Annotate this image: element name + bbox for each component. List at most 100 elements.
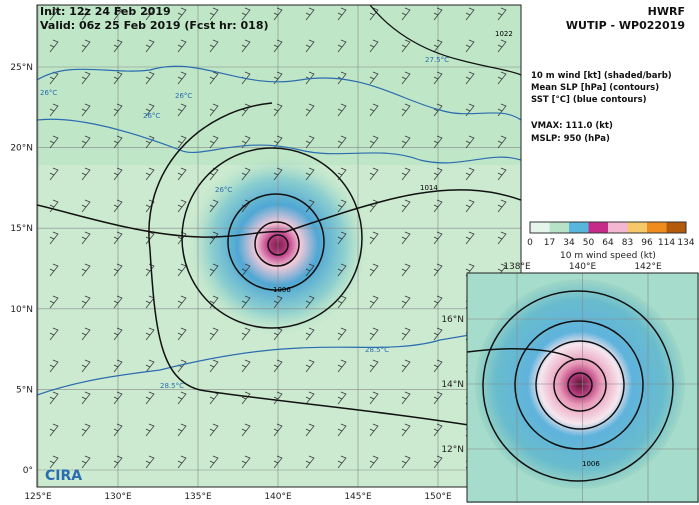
- wind-barb: [337, 295, 347, 309]
- wind-barb: [497, 199, 507, 213]
- wind-barb: [337, 231, 347, 245]
- wind-barb: [209, 295, 219, 309]
- legend-line: 10 m wind [kt] (shaded/barb): [531, 71, 672, 81]
- wind-barb: [305, 295, 315, 309]
- lat-label: 25°N: [10, 63, 33, 73]
- sst-contour: [37, 65, 521, 121]
- wind-barb: [81, 135, 91, 149]
- main-frame: [36, 4, 522, 488]
- wind-barb: [177, 455, 187, 469]
- slp-contour: [148, 102, 501, 431]
- wind-barb: [369, 71, 379, 85]
- colorbar-tick: 0: [527, 238, 533, 248]
- wind-barb: [145, 391, 155, 405]
- slp-contour: [514, 320, 644, 450]
- contour-label: 1006: [582, 460, 600, 468]
- wind-barb: [209, 455, 219, 469]
- wind-barb: [81, 167, 91, 181]
- wind-barb: [273, 167, 283, 181]
- wind-barb: [81, 455, 91, 469]
- wind-barb: [209, 7, 219, 21]
- lat-label: 5°N: [16, 385, 33, 395]
- lat-label: 14°N: [441, 380, 464, 390]
- wind-barb: [49, 103, 59, 117]
- wind-barb: [241, 455, 251, 469]
- colorbar-tick: 17: [544, 238, 555, 248]
- lat-label: 20°N: [10, 144, 33, 154]
- wind-barb: [369, 455, 379, 469]
- wind-barb: [145, 71, 155, 85]
- colorbar: 0 17 34 50 64 83 96 114 134: [527, 221, 695, 248]
- wind-barb: [81, 359, 91, 373]
- colorbar-tick: 96: [641, 238, 653, 248]
- wind-barb: [433, 135, 443, 149]
- wind-barb: [401, 295, 411, 309]
- wind-barb: [337, 167, 347, 181]
- wind-barb: [113, 455, 123, 469]
- wind-barb: [241, 391, 251, 405]
- slp-contour: [227, 193, 325, 291]
- wind-barb: [305, 263, 315, 277]
- wind-barb: [273, 423, 283, 437]
- wind-barb: [305, 103, 315, 117]
- slp-contour: [567, 372, 593, 398]
- wind-barb: [337, 135, 347, 149]
- inset-axis-labels: 138°E 140°E 142°E 12°N 14°N 16°N: [441, 262, 662, 455]
- lon-label: 125°E: [24, 492, 52, 502]
- wind-barb: [81, 39, 91, 53]
- wind-barb: [369, 39, 379, 53]
- wind-barb: [81, 199, 91, 213]
- wind-barb: [401, 103, 411, 117]
- wind-barb: [177, 135, 187, 149]
- wind-barb: [433, 455, 443, 469]
- contour-label: 26°C: [40, 89, 57, 97]
- wind-barb: [113, 39, 123, 53]
- mslp: MSLP: 950 (hPa): [531, 134, 610, 144]
- wind-barb: [497, 231, 507, 245]
- wind-barb: [401, 167, 411, 181]
- wind-barb: [465, 103, 475, 117]
- slp-contour: [369, 5, 521, 76]
- wind-barb: [433, 167, 443, 181]
- wind-barb: [113, 423, 123, 437]
- colorbar-segment: [666, 222, 686, 233]
- wind-barb: [145, 455, 155, 469]
- wind-barb: [241, 359, 251, 373]
- wind-barb: [177, 423, 187, 437]
- slp-contour: [535, 340, 625, 430]
- wind-barb: [49, 39, 59, 53]
- wind-barb: [81, 295, 91, 309]
- wind-barb: [145, 327, 155, 341]
- contour-label: 28.5°C: [365, 346, 389, 354]
- wind-barb: [337, 103, 347, 117]
- sst-contour: [37, 118, 521, 164]
- wind-barb: [337, 391, 347, 405]
- wind-barb: [433, 423, 443, 437]
- wind-barb: [401, 231, 411, 245]
- wind-barb: [241, 327, 251, 341]
- wind-barb: [241, 135, 251, 149]
- wind-barb: [369, 423, 379, 437]
- wind-barb: [369, 231, 379, 245]
- slp-contour: [267, 234, 289, 256]
- wind-barb: [145, 7, 155, 21]
- wind-barb: [209, 423, 219, 437]
- wind-barb: [177, 327, 187, 341]
- slp-contour: [482, 290, 674, 482]
- wind-barb: [273, 7, 283, 21]
- wind-barb: [337, 359, 347, 373]
- wind-barb: [305, 7, 315, 21]
- lon-label: 142°E: [634, 262, 662, 272]
- colorbar-segment: [569, 222, 589, 233]
- wind-barb: [401, 423, 411, 437]
- wind-barb: [337, 423, 347, 437]
- wind-barb: [81, 231, 91, 245]
- wind-barb: [113, 295, 123, 309]
- wind-barb: [49, 167, 59, 181]
- wind-barb: [401, 359, 411, 373]
- wind-barb: [177, 391, 187, 405]
- wind-barb: [401, 71, 411, 85]
- wind-barb: [401, 327, 411, 341]
- colorbar-segment: [549, 222, 569, 233]
